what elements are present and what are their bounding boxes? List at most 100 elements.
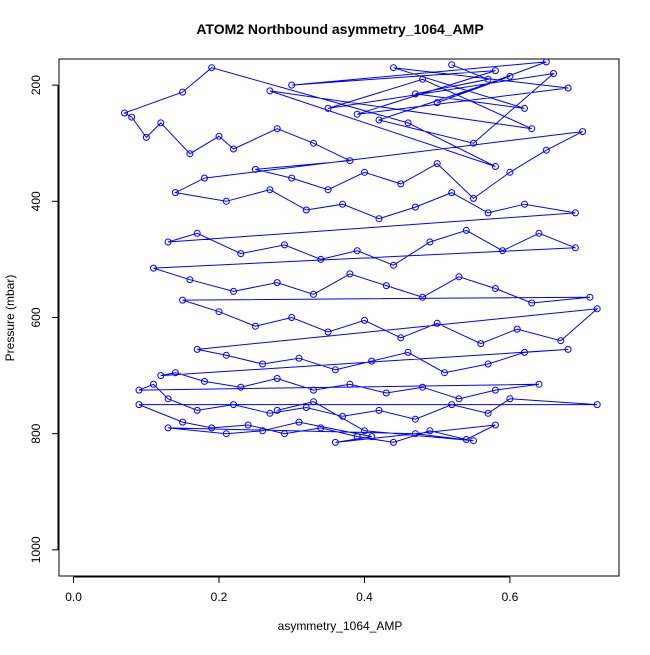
data-point [535, 229, 543, 237]
data-point [230, 145, 237, 153]
data-point [411, 203, 419, 211]
data-point [353, 433, 361, 441]
data-point [208, 424, 216, 432]
data-point [361, 316, 368, 324]
data-point [499, 247, 507, 255]
data-point [273, 406, 281, 414]
data-point [433, 319, 441, 327]
data-point [310, 398, 317, 406]
data-point [375, 215, 383, 223]
data-point [404, 348, 412, 356]
data-point [404, 119, 412, 127]
data-point [542, 146, 550, 154]
data-point [288, 314, 296, 321]
series-line [123, 61, 599, 443]
data-point [484, 75, 492, 83]
data-point [142, 133, 150, 141]
data-point [186, 150, 194, 158]
data-point [222, 197, 230, 205]
y-tick-label: 600 [29, 307, 43, 327]
x-tick-label: 0.2 [211, 590, 228, 604]
data-point [375, 406, 383, 414]
data-point [368, 357, 376, 365]
data-point [157, 372, 165, 380]
data-point [266, 409, 274, 417]
data-point [171, 369, 179, 377]
data-point [193, 345, 201, 353]
x-tick-label: 0.6 [502, 590, 519, 604]
x-tick-label: 0.0 [65, 590, 82, 604]
data-point [237, 383, 245, 391]
data-point [324, 328, 332, 336]
data-point [390, 64, 397, 72]
data-point [346, 380, 354, 388]
data-point [491, 163, 499, 170]
data-point [164, 395, 172, 403]
data-point [426, 427, 434, 435]
data-point [310, 386, 317, 394]
data-point [302, 404, 310, 411]
data-point [535, 380, 543, 388]
y-tick-label: 400 [29, 191, 43, 211]
data-point [208, 64, 216, 72]
data-point [288, 81, 296, 89]
data-point [593, 305, 601, 313]
data-point [506, 168, 514, 176]
data-point [382, 282, 390, 290]
data-point [251, 165, 259, 173]
data-point [135, 401, 143, 409]
data-point [433, 160, 441, 168]
y-tick-label: 800 [29, 423, 43, 443]
data-point [164, 424, 172, 432]
x-tick-label: 0.4 [356, 590, 373, 604]
data-point [201, 174, 208, 182]
data-point [557, 337, 565, 345]
data-point [491, 386, 499, 394]
data-point [506, 72, 514, 80]
data-point [310, 139, 317, 147]
data-point [579, 128, 587, 136]
data-point [193, 229, 201, 237]
data-point [397, 334, 405, 342]
data-point [419, 383, 427, 391]
data-point [455, 273, 463, 281]
data-point [484, 409, 492, 417]
data-point [157, 119, 165, 127]
data-point [164, 238, 172, 246]
data-point [179, 418, 187, 426]
data-point [266, 186, 274, 194]
data-point [230, 287, 237, 295]
data-point [273, 375, 281, 382]
data-point [491, 421, 499, 429]
data-point [171, 189, 179, 197]
data-point [382, 389, 390, 397]
data-point [397, 180, 405, 188]
data-point [368, 433, 376, 441]
data-point [571, 244, 579, 252]
data-point [542, 59, 550, 66]
data-point [215, 132, 223, 140]
data-point [571, 209, 579, 217]
chart-title: ATOM2 Northbound asymmetry_1064_AMP [196, 21, 483, 37]
data-point [251, 322, 259, 330]
data-point [441, 369, 448, 377]
data-point [259, 427, 267, 435]
x-axis: 0.0 0.2 0.4 0.6 [65, 576, 519, 604]
data-point [426, 238, 434, 246]
data-point [222, 430, 230, 438]
data-point [448, 61, 456, 69]
data-point [150, 264, 157, 272]
data-point [353, 247, 361, 255]
data-point [128, 113, 136, 121]
data-point [521, 348, 528, 356]
x-axis-label: asymmetry_1064_AMP [278, 619, 403, 633]
data-point [179, 296, 187, 304]
data-point [339, 412, 347, 420]
data-point [411, 90, 419, 98]
data-point [513, 325, 521, 333]
data-point [288, 174, 296, 182]
data-point [150, 380, 157, 388]
data-point [186, 276, 194, 284]
